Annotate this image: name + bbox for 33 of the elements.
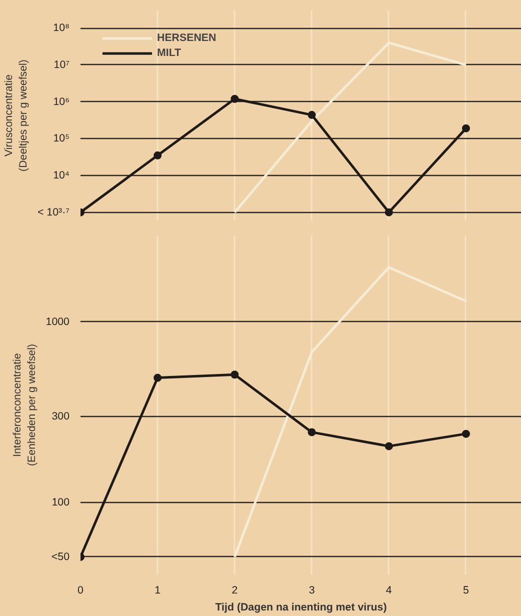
point xyxy=(462,124,470,132)
y-tick-label: 10⁷ xyxy=(54,58,70,71)
y-tick-label: 1000 xyxy=(46,316,70,328)
x-tick-label: 2 xyxy=(232,584,238,596)
y-tick-label: 10⁵ xyxy=(53,132,70,145)
point xyxy=(308,428,316,436)
x-tick-label: 1 xyxy=(154,584,161,596)
point xyxy=(154,374,162,382)
x-axis-title: Tijd (Dagen na inenting met virus) xyxy=(215,602,388,614)
point xyxy=(308,110,316,119)
y-tick-label: 300 xyxy=(52,410,70,422)
x-tick-label: 4 xyxy=(386,584,392,596)
y-tick-label: 10⁸ xyxy=(53,22,70,34)
y-axis-title: Virusconcentratie (Deeltjes per g weefsel) xyxy=(3,60,30,172)
line-series xyxy=(233,266,468,558)
legend-label: MILT xyxy=(157,47,182,59)
x-tick-label: 5 xyxy=(463,584,470,596)
point xyxy=(384,208,393,216)
legend-label: HERSENEN xyxy=(157,32,216,44)
y-tick-label: 100 xyxy=(52,496,70,509)
point xyxy=(230,94,239,103)
x-tick-label: 0 xyxy=(78,584,84,596)
point xyxy=(230,370,239,379)
x-tick-label: 3 xyxy=(308,584,315,596)
y-axis-title: Interferonconcentratie (Eenheden per g weefsel) xyxy=(11,344,38,466)
point xyxy=(384,442,393,450)
y-tick-label: < 10³·⁷ xyxy=(38,206,70,218)
y-tick-label: <50 xyxy=(51,550,70,563)
line-series xyxy=(233,41,468,214)
y-tick-label: 10⁶ xyxy=(53,96,70,108)
y-tick-label: 10⁴ xyxy=(53,169,70,182)
point xyxy=(462,430,470,438)
point xyxy=(154,151,162,160)
